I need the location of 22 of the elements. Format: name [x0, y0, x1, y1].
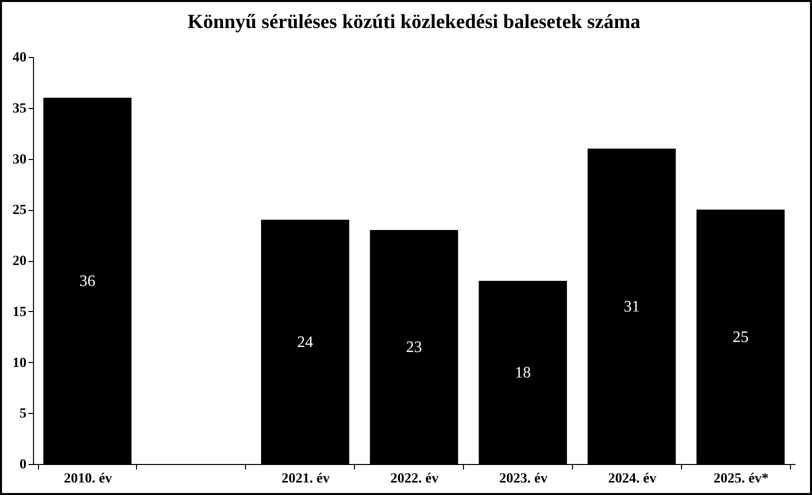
y-tick-label: 15	[12, 304, 26, 320]
y-tick-label: 35	[12, 101, 26, 116]
x-tick-label: 2025. év*	[713, 472, 769, 486]
data-label: 31	[624, 298, 640, 316]
y-tick-label: 10	[12, 356, 26, 371]
y-tick-label: 30	[12, 152, 26, 168]
x-tick-label: 2022. év	[390, 472, 439, 486]
data-label: 24	[297, 334, 314, 351]
x-tick-label: 2024. év	[608, 472, 656, 486]
chart-title: Könnyű sérüléses közúti közlekedési balesetek száma	[188, 11, 640, 33]
y-tick-label: 20	[12, 254, 26, 269]
data-label: 23	[406, 338, 422, 356]
y-tick-label: 0	[20, 458, 26, 472]
data-label: 36	[79, 272, 96, 290]
y-tick-label: 40	[12, 50, 26, 66]
x-tick-label: 2023. év	[499, 472, 548, 486]
x-tick-label: 2010. év	[64, 472, 112, 486]
data-label: 18	[514, 364, 531, 382]
y-tick-label: 5	[20, 406, 26, 422]
data-label: 25	[732, 328, 749, 346]
x-tick-label: 2021. év	[282, 472, 330, 486]
y-tick-label: 25	[12, 203, 26, 218]
